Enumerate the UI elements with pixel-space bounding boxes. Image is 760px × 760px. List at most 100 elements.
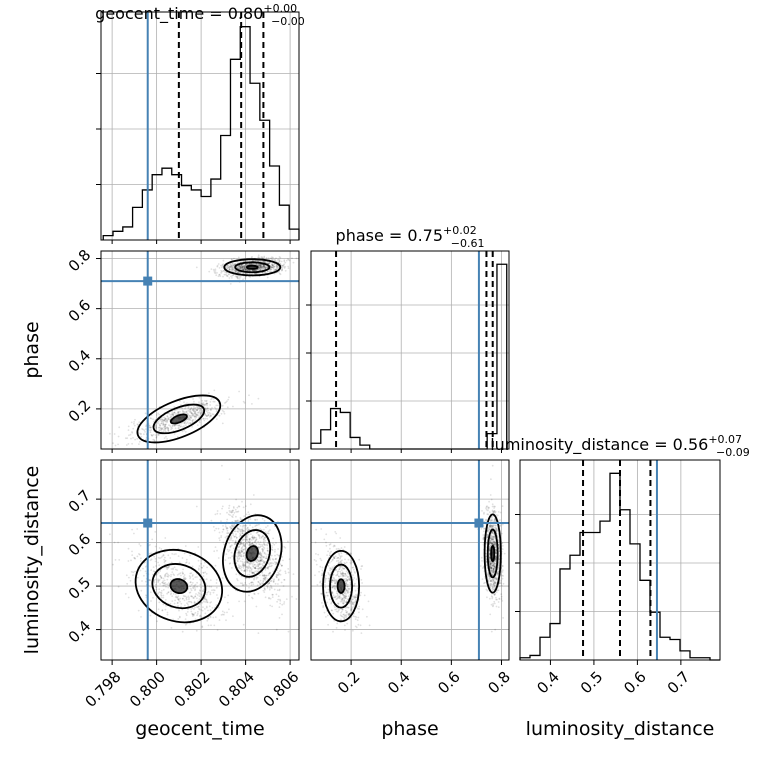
sample-point [204, 612, 207, 615]
sample-point [259, 559, 262, 562]
sample-point [321, 574, 323, 576]
sample-point [257, 580, 260, 583]
sample-point [181, 407, 184, 410]
sample-point [208, 270, 211, 273]
sample-point [190, 589, 193, 592]
sample-point [226, 264, 229, 267]
sample-point [321, 574, 324, 577]
sample-point [170, 426, 173, 429]
sample-point [490, 567, 493, 570]
sample-point [280, 564, 283, 567]
sample-point [207, 624, 210, 627]
sample-point [255, 538, 257, 541]
sample-point [495, 550, 497, 552]
sample-point [492, 568, 495, 570]
sample-point [162, 430, 165, 433]
sample-point [343, 599, 345, 601]
sample-point [226, 511, 228, 514]
sample-point [353, 597, 356, 599]
sample-point [205, 606, 208, 609]
sample-point [244, 563, 247, 566]
sample-point [314, 574, 316, 577]
sample-point [260, 555, 263, 558]
sample-point [269, 571, 271, 574]
sample-point [170, 561, 173, 564]
sample-point [494, 565, 496, 567]
sample-point [190, 595, 193, 597]
sample-point [236, 579, 239, 582]
sample-point [254, 541, 256, 544]
sample-point [189, 411, 192, 414]
sample-point [173, 411, 176, 414]
sample-point [490, 571, 493, 574]
sample-point [358, 605, 361, 608]
sample-point [353, 605, 356, 608]
sample-point [252, 572, 254, 574]
sample-point [249, 537, 252, 540]
sample-point [315, 563, 318, 566]
sample-point [260, 263, 263, 266]
sample-point [239, 534, 242, 537]
sample-point [248, 563, 251, 566]
sample-point [149, 426, 152, 428]
sample-point [259, 556, 262, 559]
sample-point [149, 591, 152, 594]
sample-point [269, 261, 271, 264]
sample-point [317, 553, 320, 556]
sample-point [496, 574, 499, 576]
sample-point [233, 263, 236, 265]
x-tick-label: 0.7 [664, 668, 694, 698]
sample-point [492, 535, 495, 538]
sample-point [266, 525, 269, 527]
sample-point [490, 580, 493, 582]
sample-point [260, 266, 263, 269]
sample-point [237, 256, 240, 259]
sample-point [239, 534, 242, 536]
sample-point [277, 266, 279, 268]
sample-point [184, 431, 187, 433]
sample-point [226, 267, 229, 269]
sample-point [192, 613, 195, 616]
sample-point [288, 558, 291, 560]
sample-point [259, 579, 262, 582]
sample-point [330, 568, 333, 571]
sample-point [250, 256, 253, 259]
sample-point [332, 555, 335, 558]
sample-point [236, 266, 239, 269]
sample-point [167, 427, 170, 429]
sample-point [166, 583, 169, 586]
sample-point [267, 583, 270, 586]
sample-point [140, 616, 142, 618]
sample-point [232, 525, 234, 528]
sample-point [196, 409, 198, 412]
sample-point [280, 581, 283, 584]
sample-point [335, 608, 338, 610]
sample-point [180, 422, 182, 425]
sample-point [233, 265, 235, 267]
sample-point [343, 616, 345, 619]
sample-point [331, 592, 334, 595]
sample-point [332, 596, 335, 599]
sample-point [230, 510, 233, 512]
sample-point [485, 508, 488, 511]
sample-point [217, 527, 220, 530]
sample-point [199, 413, 202, 416]
sample-point [202, 417, 205, 420]
sample-point [256, 524, 259, 526]
sample-point [140, 557, 142, 560]
sample-point [272, 264, 274, 267]
sample-point [265, 526, 267, 529]
sample-point [337, 559, 340, 562]
sample-point [200, 418, 202, 421]
sample-point [239, 265, 241, 268]
sample-point [246, 536, 249, 538]
sample-point [261, 266, 263, 268]
contour-level [222, 514, 283, 593]
sample-point [221, 610, 224, 613]
sample-point [278, 589, 281, 592]
sample-point [235, 536, 238, 539]
sample-point [488, 556, 491, 558]
sample-point [492, 570, 495, 572]
sample-point [154, 578, 157, 581]
sample-point [333, 577, 336, 580]
